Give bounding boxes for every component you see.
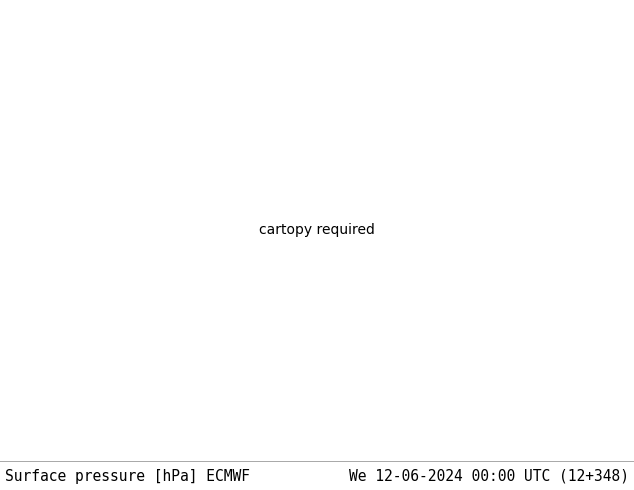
Text: We 12-06-2024 00:00 UTC (12+348): We 12-06-2024 00:00 UTC (12+348) [349,469,629,484]
Text: cartopy required: cartopy required [259,223,375,237]
Text: Surface pressure [hPa] ECMWF: Surface pressure [hPa] ECMWF [5,469,250,484]
